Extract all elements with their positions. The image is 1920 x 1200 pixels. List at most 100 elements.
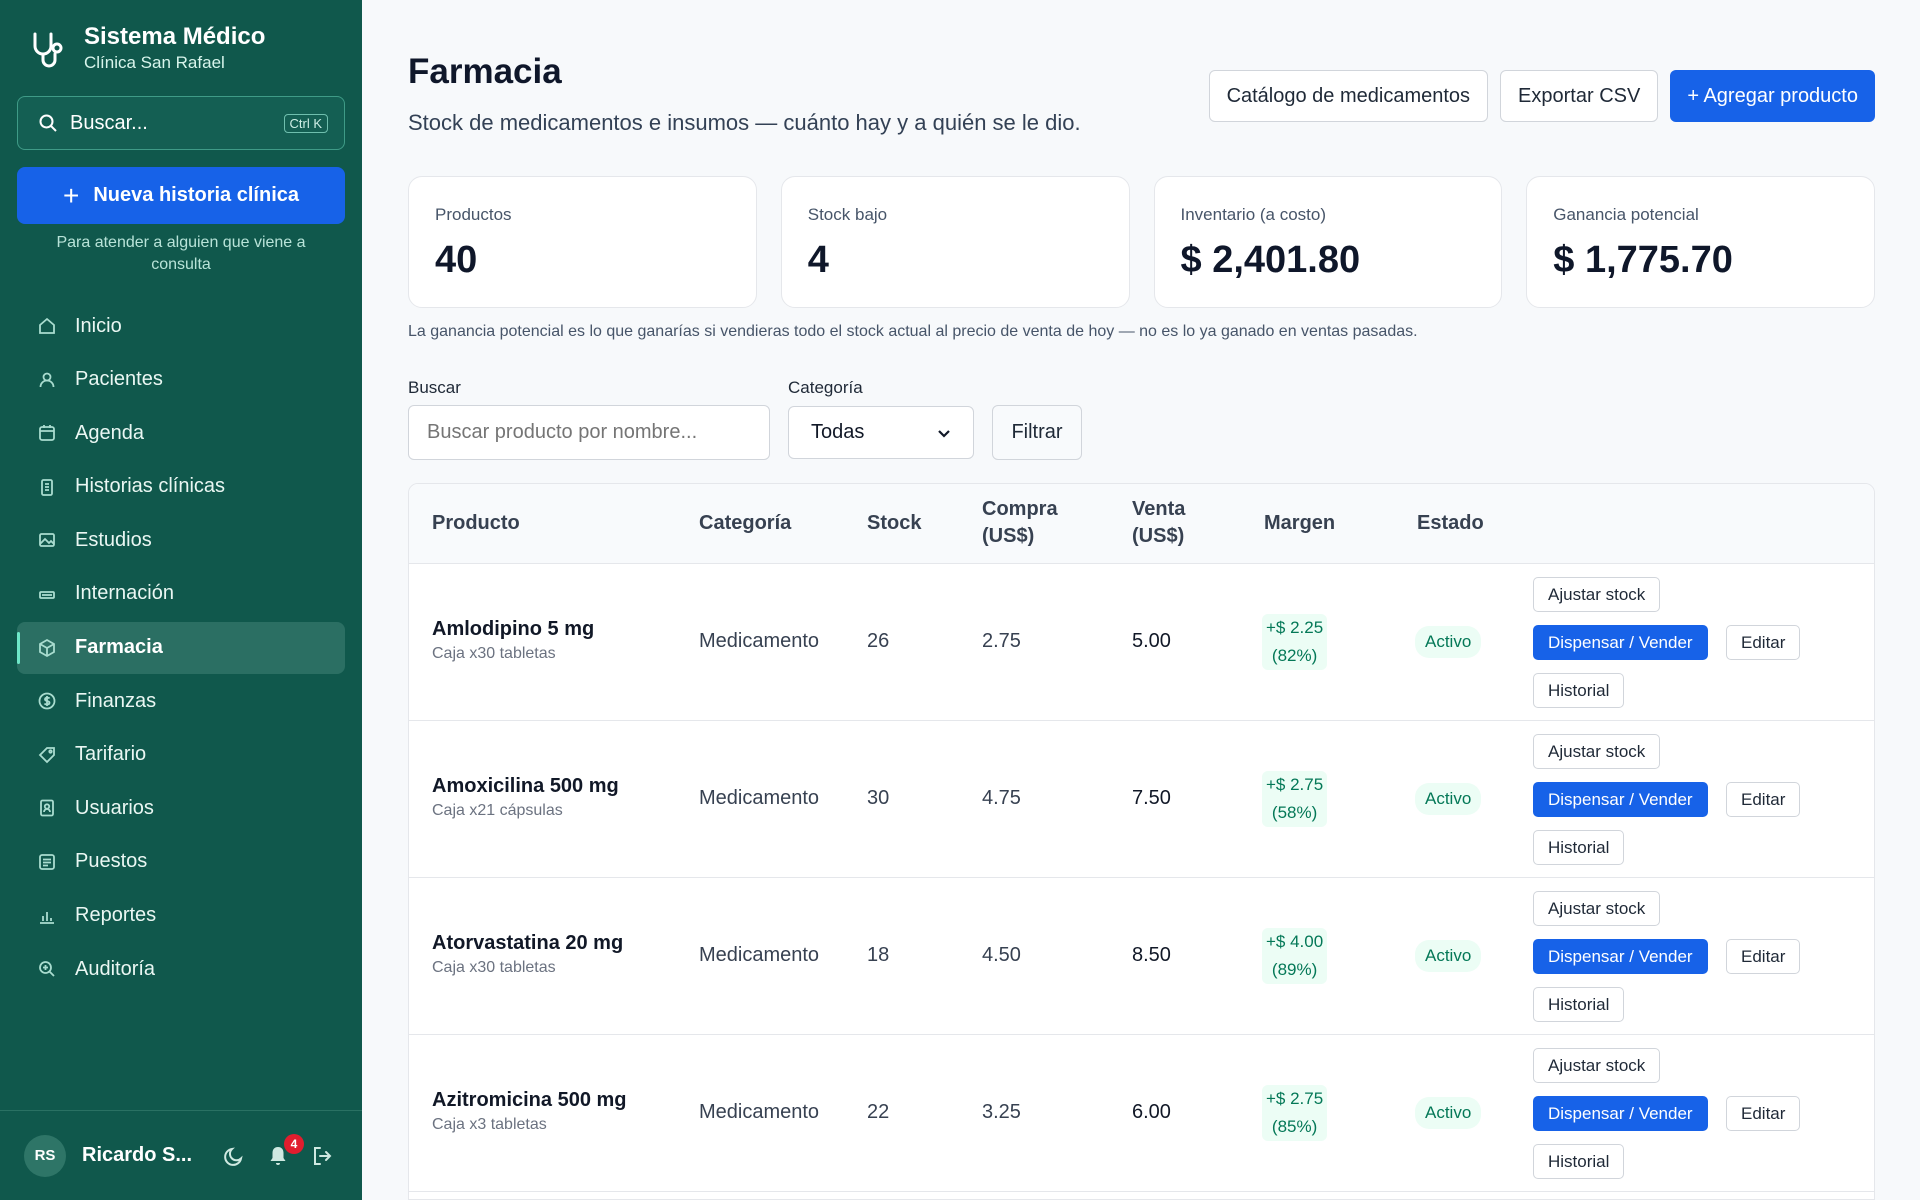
table-row: Amoxicilina 500 mg Caja x21 cápsulas Med… (409, 721, 1874, 878)
new-record-button[interactable]: + Nueva historia clínica (17, 167, 345, 224)
magnifier-icon (39, 961, 55, 977)
sidebar-item-usuarios[interactable]: Usuarios (17, 782, 345, 834)
stat-value: 4 (807, 239, 829, 281)
sidebar-item-auditoria[interactable]: Auditoría (17, 943, 345, 995)
adjust-stock-button[interactable]: Ajustar stock (1533, 734, 1661, 769)
moon-icon[interactable] (222, 1144, 246, 1168)
margin-percent: (85%) (1271, 1117, 1318, 1136)
catalog-button[interactable]: Catálogo de medicamentos (1208, 70, 1489, 122)
product-presentation: Caja x30 tabletas (432, 959, 556, 976)
margin-badge: +$ 4.00 (89%) (1262, 928, 1328, 984)
sidebar-item-historias[interactable]: Historias clínicas (17, 461, 345, 513)
edit-button[interactable]: Editar (1726, 939, 1801, 974)
product-cell: Amoxicilina 500 mg Caja x21 cápsulas (432, 775, 619, 820)
dispense-button[interactable]: Dispensar / Vender (1533, 1096, 1708, 1131)
sell-price-cell: 8.50 (1132, 944, 1171, 966)
table-header: Producto Categoría Stock Compra (US$) Ve… (409, 484, 1874, 564)
add-product-button[interactable]: + Agregar producto (1670, 70, 1875, 122)
image-icon (39, 533, 55, 548)
stat-card-stock-bajo: Stock bajo 4 (780, 176, 1130, 308)
status-badge: Activo (1415, 940, 1482, 972)
header-sell-line2: (US$) (1132, 525, 1185, 547)
sell-price-cell: 6.00 (1132, 1101, 1171, 1123)
stock-cell: 30 (867, 787, 890, 809)
product-presentation: Caja x30 tabletas (432, 645, 556, 662)
history-button[interactable]: Historial (1533, 673, 1625, 708)
products-table: Producto Categoría Stock Compra (US$) Ve… (408, 483, 1875, 1200)
history-button[interactable]: Historial (1533, 987, 1625, 1022)
header-product[interactable]: Producto (432, 512, 520, 534)
status-badge: Activo (1415, 626, 1482, 658)
sidebar-item-reportes[interactable]: Reportes (17, 890, 345, 942)
edit-button[interactable]: Editar (1726, 625, 1801, 660)
logout-icon[interactable] (310, 1144, 334, 1168)
history-button[interactable]: Historial (1533, 1144, 1625, 1179)
buy-price-cell: 4.50 (982, 944, 1021, 966)
export-csv-button[interactable]: Exportar CSV (1500, 70, 1659, 122)
dispense-button[interactable]: Dispensar / Vender (1533, 939, 1708, 974)
status-badge: Activo (1415, 783, 1482, 815)
header-stock[interactable]: Stock (867, 512, 922, 534)
sidebar-item-estudios[interactable]: Estudios (17, 514, 345, 566)
buy-price-cell: 2.75 (982, 630, 1021, 652)
sidebar-item-label: Internación (75, 582, 174, 605)
margin-percent: (58%) (1271, 803, 1318, 822)
tag-icon (38, 746, 55, 764)
margin-badge: +$ 2.75 (58%) (1262, 771, 1328, 827)
sidebar-item-label: Usuarios (75, 796, 154, 819)
bell-icon (270, 1146, 286, 1165)
adjust-stock-button[interactable]: Ajustar stock (1533, 1048, 1661, 1083)
product-cell: Atorvastatina 20 mg Caja x30 tabletas (432, 932, 623, 977)
header-sell[interactable]: Venta (US$) (1132, 496, 1185, 550)
user-name: Ricardo S... (82, 1144, 193, 1166)
history-button[interactable]: Historial (1533, 830, 1625, 865)
sidebar-item-label: Estudios (75, 528, 152, 551)
home-icon (39, 317, 55, 334)
stethoscope-icon (33, 32, 63, 68)
header-category[interactable]: Categoría (699, 512, 792, 534)
sidebar-item-agenda[interactable]: Agenda (17, 407, 345, 459)
category-select[interactable]: Todas (788, 406, 974, 459)
table-row: Azitromicina 500 mg Caja x3 tabletas Med… (409, 1035, 1874, 1192)
stat-label: Ganancia potencial (1553, 205, 1699, 224)
sidebar-search[interactable]: Buscar... Ctrl K (17, 96, 345, 150)
margin-amount: +$ 4.00 (1266, 932, 1324, 951)
sidebar-item-puestos[interactable]: Puestos (17, 836, 345, 888)
notifications-button[interactable]: 4 (266, 1133, 304, 1168)
adjust-stock-button[interactable]: Ajustar stock (1533, 577, 1661, 612)
sidebar-item-label: Agenda (75, 421, 144, 444)
sidebar-item-pacientes[interactable]: Pacientes (17, 354, 345, 406)
sidebar-item-finanzas[interactable]: Finanzas (17, 675, 345, 727)
stat-card-productos: Productos 40 (408, 176, 757, 308)
notification-count-badge: 4 (284, 1133, 304, 1154)
sidebar-item-label: Auditoría (75, 957, 156, 980)
header-buy[interactable]: Compra (US$) (982, 496, 1058, 550)
plus-icon: + (63, 179, 80, 211)
brand-subtitle: Clínica San Rafael (84, 53, 225, 72)
margin-amount: +$ 2.25 (1266, 618, 1324, 637)
sidebar-item-label: Farmacia (75, 636, 163, 659)
dollar-icon (38, 692, 56, 710)
sidebar-item-tarifario[interactable]: Tarifario (17, 729, 345, 781)
product-search-input[interactable] (408, 405, 770, 460)
dispense-button[interactable]: Dispensar / Vender (1533, 782, 1708, 817)
edit-button[interactable]: Editar (1726, 782, 1801, 817)
edit-button[interactable]: Editar (1726, 1096, 1801, 1131)
adjust-stock-button[interactable]: Ajustar stock (1533, 891, 1661, 926)
sidebar-item-inicio[interactable]: Inicio (17, 300, 345, 352)
sidebar-item-label: Historias clínicas (75, 475, 226, 498)
dispense-button[interactable]: Dispensar / Vender (1533, 625, 1708, 660)
header-buy-line2: (US$) (982, 525, 1035, 547)
filter-button[interactable]: Filtrar (992, 405, 1082, 460)
header-margin[interactable]: Margen (1264, 512, 1336, 534)
sidebar-item-farmacia[interactable]: Farmacia (17, 621, 345, 674)
avatar[interactable]: RS (24, 1134, 66, 1177)
table-row: Atorvastatina 20 mg Caja x30 tabletas Me… (409, 878, 1874, 1035)
page-subtitle: Stock de medicamentos e insumos — cuánto… (408, 110, 1081, 135)
sidebar-nav: Inicio Pacientes Agenda Historias clínic… (17, 300, 345, 997)
new-record-hint: Para atender a alguien que viene a consu… (56, 234, 306, 273)
stat-card-ganancia: Ganancia potencial $ 1,775.70 (1526, 176, 1875, 308)
list-icon (39, 854, 55, 870)
sidebar-item-internacion[interactable]: Internación (17, 568, 345, 620)
header-status[interactable]: Estado (1417, 512, 1484, 534)
